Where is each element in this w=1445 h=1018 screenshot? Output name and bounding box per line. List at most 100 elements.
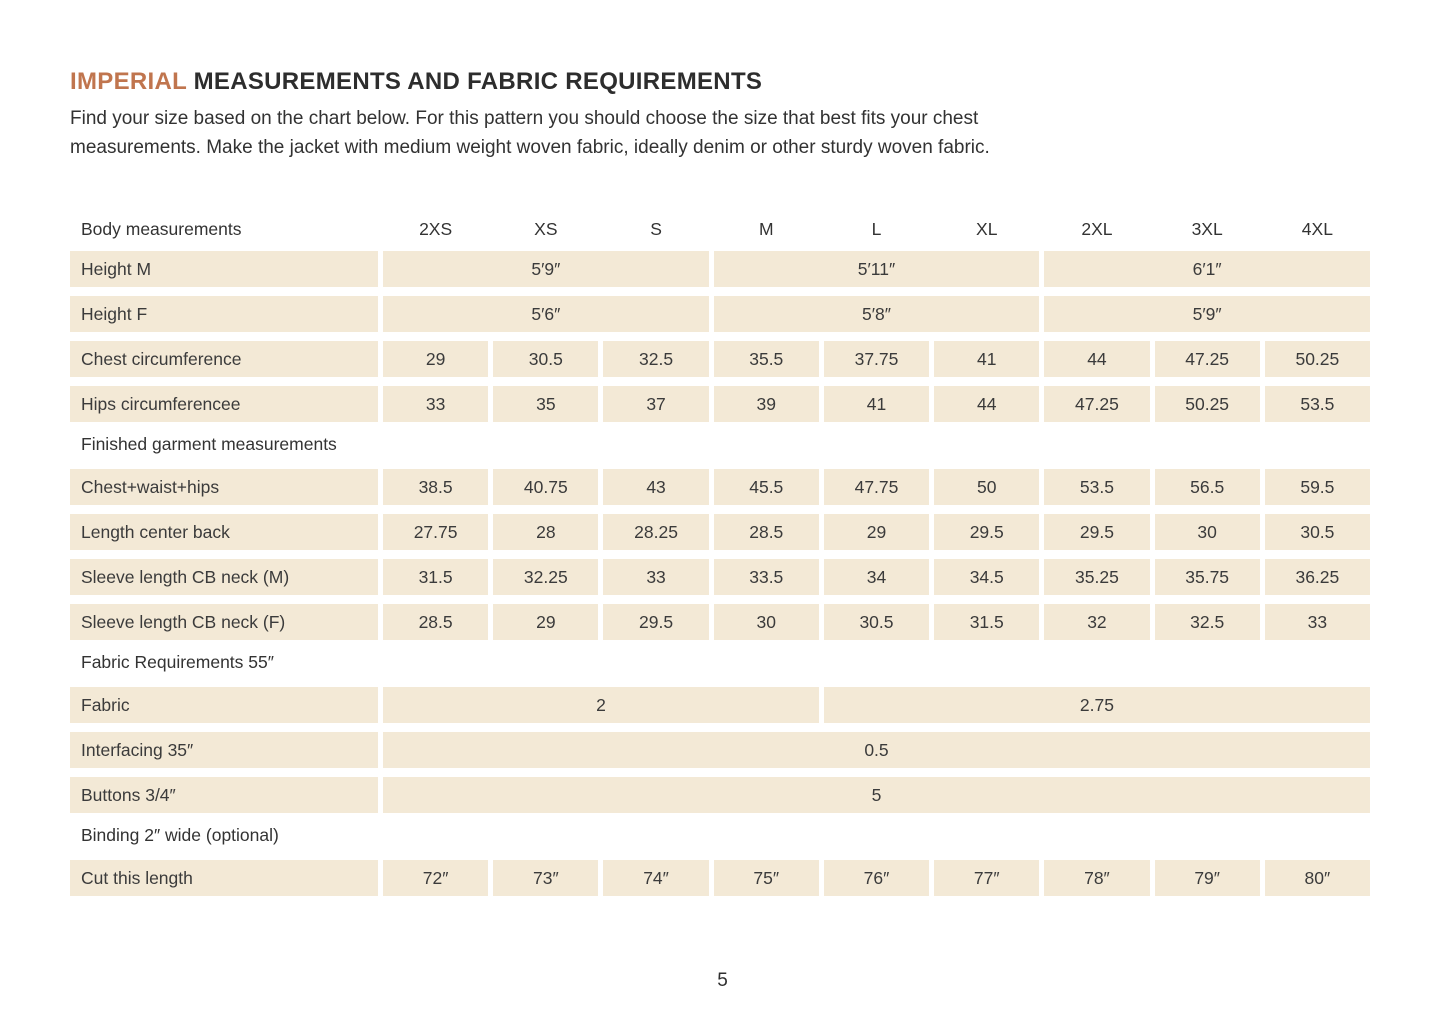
value-cell: 38.5 [383, 469, 489, 505]
value-cell: 79″ [1154, 860, 1260, 896]
value-cell: 29.5 [1044, 514, 1150, 550]
size-column-header: 2XL [1081, 218, 1113, 239]
row-label: Cut this length [70, 860, 378, 896]
value-cell: 80″ [1264, 860, 1370, 896]
page-title: IMPERIAL MEASUREMENTS AND FABRIC REQUIRE… [70, 68, 1373, 96]
intro-line-1: Find your size based on the chart below.… [70, 108, 979, 129]
value-cell: 29 [493, 604, 599, 640]
value-cell: 5′9″ [383, 251, 709, 287]
table-row: Chest circumference 29 30.5 32.5 35.5 37.75 41… [70, 341, 1370, 377]
table-header-row: Body measurements 2XS XS S M L XL 2XL 3XL 4XL [70, 214, 1370, 244]
row-label: Buttons 3/4″ [70, 777, 378, 813]
value-cell: 2.75 [823, 687, 1370, 723]
value-cell: 44 [934, 386, 1040, 422]
value-cell: 36.25 [1264, 559, 1370, 595]
value-cell: 28.5 [383, 604, 489, 640]
value-cell: 29 [823, 514, 930, 550]
value-cell: 35 [493, 386, 599, 422]
value-cell: 5′9″ [1044, 296, 1370, 332]
value-cell: 27.75 [383, 514, 489, 550]
value-cell: 30.5 [823, 604, 930, 640]
value-cell: 35.25 [1044, 559, 1150, 595]
value-cell: 29.5 [934, 514, 1040, 550]
value-cell: 73″ [493, 860, 599, 896]
value-cell: 32.5 [603, 341, 709, 377]
value-cell: 30.5 [493, 341, 599, 377]
table-row: Height F 5′6″ 5′8″ 5′9″ [70, 296, 1370, 332]
size-column-header: S [650, 218, 662, 239]
value-cell: 29 [383, 341, 489, 377]
value-cell: 43 [603, 469, 709, 505]
value-cell: 28.25 [603, 514, 709, 550]
value-cell: 75″ [713, 860, 819, 896]
table-row: Fabric 2 2.75 [70, 687, 1370, 723]
size-column-header: M [758, 218, 774, 239]
value-cell: 2 [383, 687, 819, 723]
value-cell: 32.5 [1154, 604, 1260, 640]
value-cell: 33 [383, 386, 489, 422]
table-row: Height M 5′9″ 5′11″ 6′1″ [70, 251, 1370, 287]
row-label: Height F [70, 296, 378, 332]
row-label: Fabric [70, 687, 378, 723]
value-cell: 35.5 [713, 341, 819, 377]
value-cell: 31.5 [383, 559, 489, 595]
value-cell: 5′8″ [713, 296, 1040, 332]
intro-line-2: measurements. Make the jacket with mediu… [70, 137, 990, 158]
table-row: Hips circumferencee 33 35 37 39 41 44 47.25 50.2… [70, 386, 1370, 422]
table-row: Cut this length 72″ 73″ 74″ 75″ 76″ 77″ 78″ 79″ 8… [70, 860, 1370, 896]
value-cell: 30 [1154, 514, 1260, 550]
value-cell: 39 [713, 386, 819, 422]
row-label: Chest circumference [70, 341, 378, 377]
value-cell: 33.5 [713, 559, 819, 595]
page-content: IMPERIAL MEASUREMENTS AND FABRIC REQUIRE… [70, 68, 1373, 896]
page-title-rest: MEASUREMENTS AND FABRIC REQUIREMENTS [186, 68, 763, 95]
value-cell: 33 [603, 559, 709, 595]
value-cell: 37.75 [823, 341, 930, 377]
value-cell: 33 [1264, 604, 1370, 640]
value-cell: 35.75 [1154, 559, 1260, 595]
size-column-header: 4XL [1301, 218, 1333, 239]
value-cell: 74″ [603, 860, 709, 896]
table-header-label: Body measurements [81, 218, 242, 239]
value-cell: 29.5 [603, 604, 709, 640]
value-cell: 59.5 [1264, 469, 1370, 505]
value-cell: 78″ [1044, 860, 1150, 896]
size-column-header: 2XS [419, 218, 453, 239]
value-cell: 30.5 [1264, 514, 1370, 550]
value-cell: 53.5 [1264, 386, 1370, 422]
value-cell: 5 [383, 777, 1370, 813]
table-row: Buttons 3/4″ 5 [70, 777, 1370, 813]
table-row: Sleeve length CB neck (M) 31.5 32.25 33 33.5… [70, 559, 1370, 595]
value-cell: 6′1″ [1044, 251, 1370, 287]
section-heading: Finished garment measurements [81, 434, 337, 454]
value-cell: 41 [823, 386, 930, 422]
intro-paragraph: Find your size based on the chart below.… [70, 104, 1373, 162]
value-cell: 34.5 [934, 559, 1040, 595]
value-cell: 40.75 [493, 469, 599, 505]
table-row: Sleeve length CB neck (F) 28.5 29 29.5 30 30.… [70, 604, 1370, 640]
size-column-header: L [871, 218, 882, 239]
row-label: Length center back [70, 514, 378, 550]
value-cell: 76″ [823, 860, 930, 896]
value-cell: 45.5 [713, 469, 819, 505]
row-label: Chest+waist+hips [70, 469, 378, 505]
size-column-header: 3XL [1191, 218, 1223, 239]
value-cell: 31.5 [934, 604, 1040, 640]
value-cell: 72″ [383, 860, 489, 896]
size-column-header: XS [534, 218, 558, 239]
value-cell: 77″ [934, 860, 1040, 896]
value-cell: 5′6″ [383, 296, 709, 332]
page-title-highlight: IMPERIAL [70, 68, 187, 95]
table-row: Interfacing 35″ 0.5 [70, 732, 1370, 768]
value-cell: 56.5 [1154, 469, 1260, 505]
table-row: Chest+waist+hips 38.5 40.75 43 45.5 47.75 50 53… [70, 469, 1370, 505]
value-cell: 50.25 [1154, 386, 1260, 422]
section-heading: Fabric Requirements 55″ [81, 652, 274, 672]
value-cell: 53.5 [1044, 469, 1150, 505]
value-cell: 47.25 [1154, 341, 1260, 377]
value-cell: 47.25 [1044, 386, 1150, 422]
value-cell: 28 [493, 514, 599, 550]
row-label: Hips circumferencee [70, 386, 378, 422]
row-label: Sleeve length CB neck (M) [70, 559, 378, 595]
